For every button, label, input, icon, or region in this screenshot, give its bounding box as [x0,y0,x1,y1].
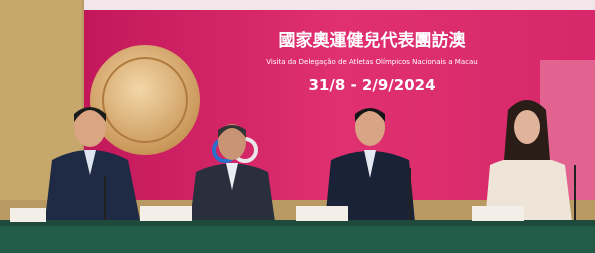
banner-subtitle: Visita da Delegação de Atletas Olímpicos… [266,58,477,66]
photo: 國家奧運健兒代表團訪澳 Visita da Delegação de Atlet… [0,0,595,253]
name-plate [296,206,348,221]
banner-title: 國家奧運健兒代表團訪澳 [279,30,467,51]
medal [90,45,200,155]
name-plate [472,206,524,221]
name-plate [140,206,192,221]
head [514,110,540,144]
banner-dates: 31/8 - 2/9/2024 [308,76,435,94]
banner-strip [84,0,595,10]
name-plate [10,208,46,222]
tablecloth [0,226,595,253]
